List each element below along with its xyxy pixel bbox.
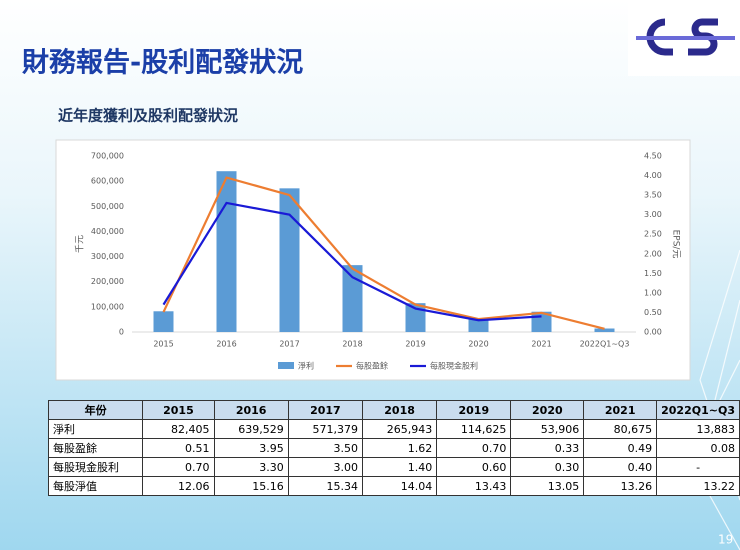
table-cell: 0.51 bbox=[142, 438, 215, 458]
table-cell: 每股現金股利 bbox=[47, 457, 144, 477]
bar bbox=[468, 318, 489, 332]
table-cell: 0.70 bbox=[436, 438, 512, 458]
y2-tick-label: 4.50 bbox=[644, 152, 662, 161]
y-tick-label: 100,000 bbox=[91, 302, 124, 311]
table-cell: 13.26 bbox=[583, 476, 658, 496]
y2-tick-label: 2.00 bbox=[644, 249, 662, 258]
y2-tick-label: 3.00 bbox=[644, 210, 662, 219]
legend-label: 每股現金股利 bbox=[430, 361, 478, 371]
data-table: 年份 2015 2016 2017 2018 2019 2020 2021 2022Q1~Q3 淨… bbox=[47, 400, 740, 496]
y2-axis-label: EPS/元 bbox=[671, 230, 681, 259]
chart-subtitle: 近年度獲利及股利配發狀況 bbox=[58, 107, 238, 125]
table-cell: 2022Q1~Q3 bbox=[656, 400, 740, 420]
table-row: 每股淨值 12.06 15.16 15.34 14.04 13.43 13.05 13.26 1… bbox=[47, 476, 740, 496]
y2-tick-label: 1.50 bbox=[644, 269, 662, 278]
y-axis-label: 千元 bbox=[75, 235, 86, 253]
table-cell: 淨利 bbox=[47, 419, 144, 439]
table-cell: 2019 bbox=[436, 400, 512, 420]
page-number: 19 bbox=[718, 533, 733, 547]
legend-label: 每股盈餘 bbox=[356, 361, 388, 371]
table-cell: 2021 bbox=[583, 400, 658, 420]
y2-tick-label: 1.00 bbox=[644, 288, 662, 297]
table-cell: 2017 bbox=[287, 400, 363, 420]
table-cell: 0.40 bbox=[583, 457, 658, 477]
table-cell: 13.05 bbox=[510, 476, 585, 496]
table-cell: 639,529 bbox=[213, 419, 289, 439]
y-tick-label: 200,000 bbox=[91, 277, 124, 286]
chart-area bbox=[55, 139, 691, 381]
legend-swatch bbox=[278, 362, 294, 369]
table-cell: 82,405 bbox=[142, 419, 215, 439]
table-cell: 114,625 bbox=[436, 419, 512, 439]
bar bbox=[153, 311, 174, 332]
table-cell: 13.22 bbox=[656, 476, 740, 496]
table-cell: 0.33 bbox=[510, 438, 585, 458]
legend-label: 淨利 bbox=[298, 361, 314, 371]
y2-tick-label: 4.00 bbox=[644, 171, 662, 180]
table-cell: 3.50 bbox=[287, 438, 363, 458]
table-row: 年份 2015 2016 2017 2018 2019 2020 2021 2022Q1~Q3 bbox=[47, 400, 740, 420]
table-cell: 265,943 bbox=[361, 419, 438, 439]
table-row: 每股現金股利 0.70 3.30 3.00 1.40 0.60 0.30 0.40- bbox=[47, 457, 740, 477]
table-cell: - bbox=[656, 457, 740, 477]
table-cell: 每股盈餘 bbox=[47, 438, 144, 458]
table-cell: 12.06 bbox=[142, 476, 215, 496]
x-tick-label: 2021 bbox=[531, 340, 551, 349]
line bbox=[162, 201, 542, 322]
table-cell: 3.30 bbox=[213, 457, 289, 477]
table-cell: 53,906 bbox=[510, 419, 585, 439]
table-cell: 1.62 bbox=[361, 438, 438, 458]
table-cell: 3.95 bbox=[213, 438, 289, 458]
table-cell: 13,883 bbox=[656, 419, 740, 439]
x-tick-label: 2020 bbox=[468, 340, 488, 349]
bar bbox=[279, 188, 300, 332]
table-cell: 15.16 bbox=[213, 476, 289, 496]
x-tick-label: 2016 bbox=[216, 340, 236, 349]
table-cell: 3.00 bbox=[287, 457, 363, 477]
table-cell: 15.34 bbox=[287, 476, 363, 496]
x-tick-label: 2015 bbox=[153, 340, 173, 349]
table-cell: 2018 bbox=[361, 400, 438, 420]
table-cell: 2016 bbox=[213, 400, 289, 420]
y-tick-label: 400,000 bbox=[91, 227, 124, 236]
logo bbox=[636, 18, 735, 56]
y-tick-label: 0 bbox=[119, 328, 124, 337]
table-cell: 14.04 bbox=[361, 476, 438, 496]
y-tick-label: 700,000 bbox=[91, 152, 124, 161]
table-cell: 2015 bbox=[142, 400, 215, 420]
table-cell: 1.40 bbox=[361, 457, 438, 477]
y2-tick-label: 0.00 bbox=[644, 328, 662, 337]
table-cell: 0.30 bbox=[510, 457, 585, 477]
x-tick-label: 2019 bbox=[405, 340, 425, 349]
y-tick-label: 300,000 bbox=[91, 252, 124, 261]
table-row: 每股盈餘 0.51 3.95 3.50 1.62 0.70 0.33 0.49 0.08 bbox=[47, 438, 740, 458]
table-cell: 571,379 bbox=[287, 419, 363, 439]
bar bbox=[216, 171, 237, 332]
slide-title: 財務報告-股利配發狀況 bbox=[22, 48, 303, 79]
table-cell: 年份 bbox=[47, 400, 144, 420]
x-tick-label: 2022Q1~Q3 bbox=[580, 340, 630, 349]
table-row: 淨利 82,405 639,529 571,379 265,943 114,625 53,9… bbox=[47, 419, 740, 439]
table-cell: 0.60 bbox=[436, 457, 512, 477]
table-cell: 每股淨值 bbox=[47, 476, 144, 496]
table-cell: 0.70 bbox=[142, 457, 215, 477]
table-cell: 0.49 bbox=[583, 438, 658, 458]
table-cell: 0.08 bbox=[656, 438, 740, 458]
y2-tick-label: 0.50 bbox=[644, 308, 662, 317]
bar bbox=[342, 265, 363, 332]
y-tick-label: 500,000 bbox=[91, 202, 124, 211]
y2-tick-label: 3.50 bbox=[644, 191, 662, 200]
y-tick-label: 600,000 bbox=[91, 177, 124, 186]
y2-tick-label: 2.50 bbox=[644, 230, 662, 239]
bar bbox=[594, 328, 615, 332]
table-cell: 80,675 bbox=[583, 419, 658, 439]
table-cell: 13.43 bbox=[436, 476, 512, 496]
line bbox=[162, 176, 605, 330]
x-tick-label: 2017 bbox=[279, 340, 299, 349]
table-cell: 2020 bbox=[510, 400, 585, 420]
x-tick-label: 2018 bbox=[342, 340, 362, 349]
